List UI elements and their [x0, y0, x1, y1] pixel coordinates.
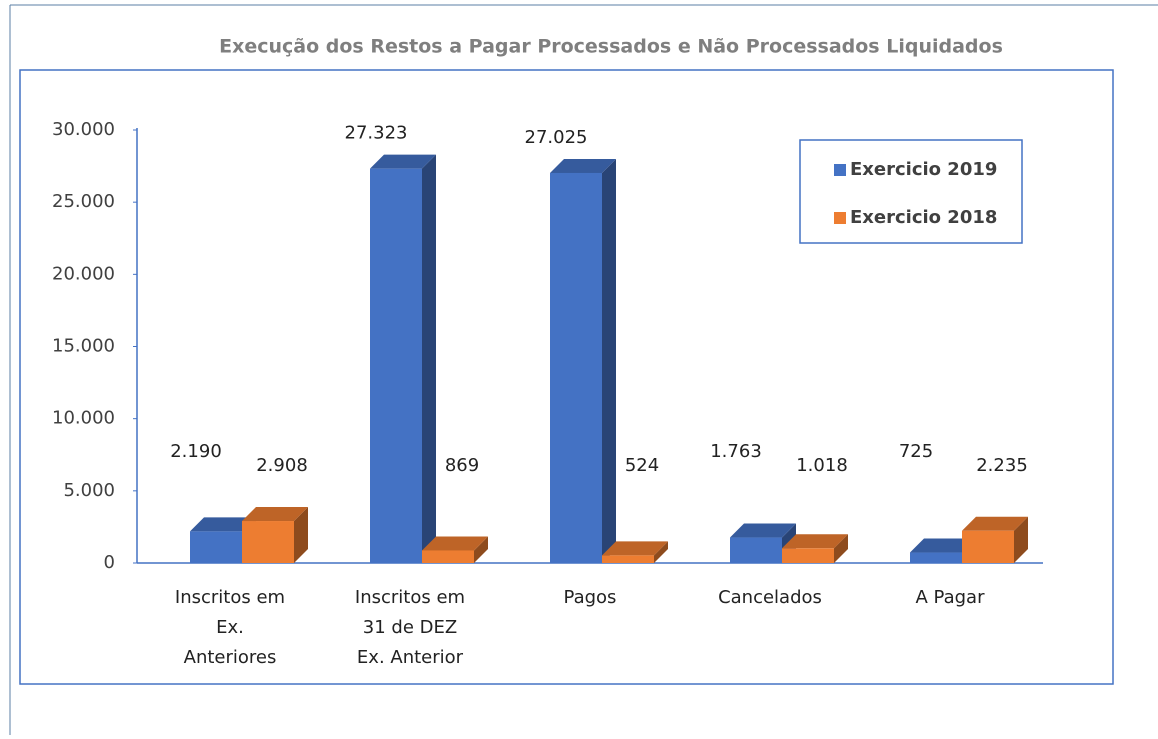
- bar-top: [370, 154, 436, 169]
- bar: [422, 550, 474, 563]
- x-tick-label: Pagos: [564, 587, 617, 608]
- bar-side: [654, 541, 668, 563]
- y-tick-label: 15.000: [52, 336, 115, 357]
- bar-top: [422, 536, 488, 551]
- bar: [730, 537, 782, 563]
- bar: [910, 552, 962, 563]
- bar: [190, 531, 242, 563]
- value-label: 27.025: [525, 127, 588, 148]
- bar-side: [834, 534, 848, 563]
- value-label: 869: [445, 455, 479, 476]
- legend-swatch: [834, 212, 846, 224]
- y-tick-label: 25.000: [52, 191, 115, 212]
- bar-top: [242, 507, 308, 522]
- value-label: 2.908: [256, 455, 308, 476]
- bar: [550, 172, 602, 564]
- bar-top: [962, 516, 1028, 531]
- bar-top: [910, 538, 976, 553]
- bar: [242, 521, 294, 563]
- legend-label: Exercicio 2019: [850, 159, 997, 180]
- value-label: 1.018: [796, 455, 848, 476]
- x-tick-label: Inscritos em 31 de DEZ Ex. Anterior: [355, 587, 465, 668]
- legend: [799, 139, 1023, 244]
- bar-side: [294, 507, 308, 563]
- value-label: 524: [625, 455, 659, 476]
- value-label: 27.323: [345, 123, 408, 144]
- y-tick-label: 20.000: [52, 263, 115, 284]
- bar-side: [474, 536, 488, 563]
- value-label: 1.763: [710, 441, 762, 462]
- x-tick-label: Cancelados: [718, 587, 822, 608]
- plot-frame: [19, 69, 1114, 685]
- bar: [782, 548, 834, 563]
- bar: [602, 555, 654, 563]
- y-tick-label: 5.000: [63, 480, 115, 501]
- bar-side: [1014, 516, 1028, 563]
- y-tick-label: 10.000: [52, 408, 115, 429]
- value-label: 725: [899, 441, 933, 462]
- bar-top: [190, 517, 256, 532]
- chart-title: Execução dos Restos a Pagar Processados …: [219, 36, 1003, 58]
- value-label: 2.235: [976, 455, 1028, 476]
- x-tick-label: Inscritos em Ex. Anteriores: [175, 587, 285, 668]
- x-tick-label: A Pagar: [916, 587, 986, 608]
- bar-top: [782, 534, 848, 549]
- value-label: 2.190: [170, 441, 222, 462]
- bar-top: [550, 158, 616, 173]
- bar-top: [730, 523, 796, 538]
- y-tick-label: 30.000: [52, 119, 115, 140]
- bar: [370, 168, 422, 563]
- legend-swatch: [834, 164, 846, 176]
- bar-side: [422, 154, 436, 563]
- legend-label: Exercicio 2018: [850, 207, 997, 228]
- bar-top: [602, 541, 668, 556]
- bar: [962, 530, 1014, 563]
- y-tick-label: 0: [104, 552, 115, 573]
- bar-side: [602, 158, 616, 564]
